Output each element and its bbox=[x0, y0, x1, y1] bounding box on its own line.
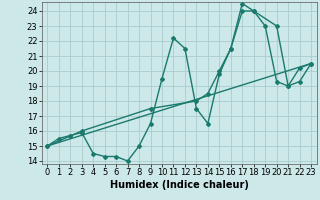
X-axis label: Humidex (Indice chaleur): Humidex (Indice chaleur) bbox=[110, 180, 249, 190]
